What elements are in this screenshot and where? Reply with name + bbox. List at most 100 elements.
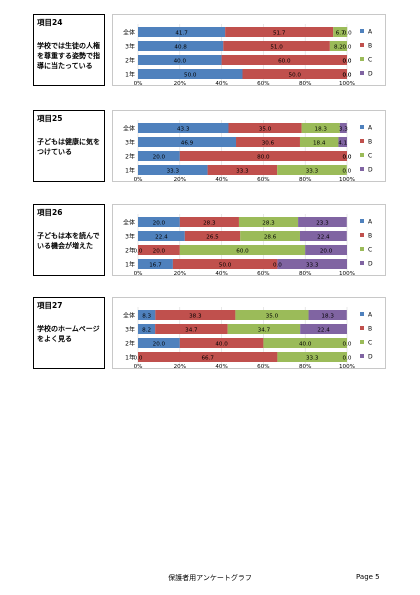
data-label: 0.0	[343, 44, 352, 50]
bar-segment-c	[277, 352, 347, 362]
item-question: 子どもは健康に気をつけている	[37, 138, 100, 156]
bar-segment-b	[138, 245, 180, 255]
category-label: 全体	[123, 312, 135, 320]
x-tick-label: 40%	[215, 364, 227, 370]
item-title: 項目26	[37, 208, 63, 217]
category-label: 3年	[125, 326, 135, 334]
bar-segment-d	[298, 217, 347, 227]
data-label: 8.2	[334, 44, 343, 50]
data-label: 40.0	[174, 58, 187, 64]
data-label: 51.0	[270, 44, 283, 50]
x-tick-label: 80%	[299, 364, 311, 370]
data-label: 50.0	[219, 262, 232, 268]
data-label: 38.3	[189, 313, 202, 319]
category-label: 2年	[125, 247, 135, 255]
legend-swatch	[360, 233, 364, 237]
legend-swatch	[360, 247, 364, 251]
legend-swatch	[360, 219, 364, 223]
data-label: 40.8	[174, 44, 187, 50]
data-label: 28.3	[262, 220, 275, 226]
data-label: 80.0	[257, 154, 270, 160]
data-label: 20.0	[153, 341, 166, 347]
bar-segment-d	[300, 324, 347, 334]
legend-swatch	[360, 43, 364, 47]
item-question: 学校では生徒の人権を尊重する姿勢で指導に当たっている	[37, 42, 100, 70]
data-label: 0.0	[343, 341, 352, 347]
chart-svg: 全体 43.3 35.0 18.3 3.3 3年 46.9 30.6 18.4 4.1 2年 20.0…	[123, 120, 373, 183]
legend-label: C	[368, 340, 372, 347]
data-label: 33.3	[236, 168, 249, 174]
data-label: 22.4	[155, 234, 168, 240]
data-label: 40.0	[215, 341, 228, 347]
bar-segment-d	[305, 245, 347, 255]
data-label: 26.5	[206, 234, 219, 240]
data-label: 18.3	[321, 313, 334, 319]
chart-svg: 全体 20.0 28.3 28.3 23.33年 22.4 26.5 28.6 22.42年0.…	[123, 214, 373, 277]
data-label: 0.0	[343, 154, 352, 160]
x-tick-label: 20%	[174, 81, 186, 87]
data-label: 50.0	[289, 72, 302, 78]
bar-segment-b	[179, 338, 264, 348]
bar-segment-a	[138, 310, 156, 320]
legend-swatch	[360, 261, 364, 265]
x-tick-label: 0%	[134, 177, 143, 183]
stacked-bar-chart: 全体 8.3 38.3 35.0 18.3 3年 8.2 34.7 34.7 22.4 2年 20.0…	[112, 297, 386, 370]
legend-label: A	[368, 219, 373, 226]
bar-segment-b	[138, 352, 278, 362]
legend-label: D	[368, 167, 373, 174]
x-tick-label: 20%	[174, 177, 186, 183]
data-label: 6.7	[336, 30, 345, 36]
data-label: 0.0	[134, 355, 143, 361]
data-label: 23.3	[316, 220, 329, 226]
chart-svg: 全体 41.7 51.7 6.70.03年 40.8 51.0 8.2 0.02年 40.0 60…	[123, 24, 373, 87]
bar-segment-b	[228, 123, 302, 133]
data-label: 20.0	[153, 220, 166, 226]
item-title: 項目24	[37, 18, 63, 27]
bar-segment-b	[207, 165, 278, 175]
legend-swatch	[360, 354, 364, 358]
data-label: 60.0	[278, 58, 291, 64]
legend-label: A	[368, 29, 373, 36]
bar-segment-a	[138, 165, 208, 175]
footer-title: 保護者用アンケートグラフ	[168, 574, 252, 582]
data-label: 0.0	[273, 262, 282, 268]
bar-segment-c	[235, 310, 309, 320]
data-label: 0.0	[343, 58, 352, 64]
data-label: 3.3	[339, 126, 348, 132]
bar-segment-a	[138, 69, 243, 79]
x-tick-label: 60%	[257, 81, 269, 87]
category-label: 全体	[123, 29, 135, 37]
bar-segment-b	[179, 217, 239, 227]
bar-segment-d	[299, 231, 347, 241]
legend-label: B	[368, 233, 372, 240]
bar-segment-a	[138, 137, 237, 147]
category-label: 3年	[125, 43, 135, 51]
bar-segment-b	[172, 259, 278, 269]
data-label: 33.3	[306, 355, 319, 361]
data-label: 20.0	[153, 248, 166, 254]
category-label: 1年	[125, 167, 135, 175]
data-label: 18.4	[313, 140, 326, 146]
legend-label: C	[368, 57, 372, 64]
legend-swatch	[360, 71, 364, 75]
x-tick-label: 0%	[134, 364, 143, 370]
bar-segment-d	[338, 137, 347, 147]
data-label: 8.3	[142, 313, 151, 319]
data-label: 50.0	[184, 72, 197, 78]
bar-segment-b	[155, 324, 228, 334]
item-box: 項目25 子どもは健康に気をつけている	[33, 110, 105, 182]
data-label: 0.0	[343, 72, 352, 78]
legend-label: D	[368, 71, 373, 78]
bar-segment-a	[138, 27, 226, 37]
bar-segment-c	[240, 231, 300, 241]
category-label: 全体	[123, 219, 135, 227]
legend-label: A	[368, 125, 373, 132]
legend-label: C	[368, 247, 372, 254]
bar-segment-d	[339, 123, 347, 133]
bar-segment-b	[236, 137, 300, 147]
legend-swatch	[360, 57, 364, 61]
x-tick-label: 80%	[299, 271, 311, 277]
legend-swatch	[360, 139, 364, 143]
legend-swatch	[360, 326, 364, 330]
bar-segment-c	[179, 245, 306, 255]
